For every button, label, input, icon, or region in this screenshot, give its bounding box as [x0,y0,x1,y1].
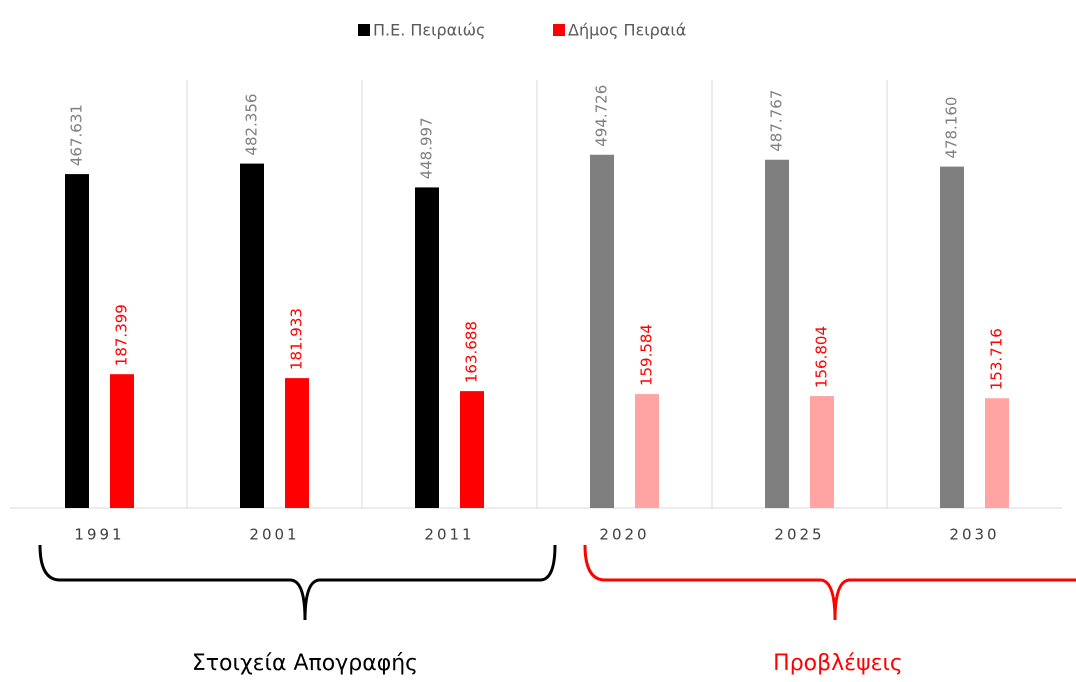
bar [940,166,964,509]
value-label: 187.399 [113,304,131,366]
value-label: 482.356 [243,94,261,156]
x-tick-label: 2025 [774,526,824,544]
annotation: Στοιχεία Απογραφής [192,651,418,676]
x-tick-label: 2001 [249,526,299,544]
value-label: 467.631 [68,104,86,166]
bar [635,394,659,508]
bar [110,374,134,508]
legend-swatch [553,24,565,36]
legend-label: Δήμος Πειραιά [568,21,686,40]
census-brace [38,544,557,621]
bar [765,159,789,508]
bar [240,163,264,508]
legend-swatch [358,24,370,36]
x-tick-label: 2020 [599,526,649,544]
x-tick-label: 1991 [74,526,124,544]
bar [415,187,439,508]
forecast-brace [583,544,1076,621]
x-tick-label: 2030 [949,526,999,544]
bar [985,398,1009,508]
bar [810,396,834,508]
value-label: 181.933 [288,308,306,370]
bar [590,154,614,509]
value-label: 448.997 [418,117,436,179]
value-label: 159.584 [638,324,656,386]
value-label: 478.160 [943,97,961,159]
bar [285,378,309,508]
bar [460,391,484,508]
value-label: 153.716 [988,328,1006,390]
value-label: 494.726 [593,85,611,147]
x-tick-label: 2011 [424,526,474,544]
value-label: 487.767 [768,90,786,152]
value-label: 156.804 [813,326,831,388]
annotation: Προβλέψεις [773,651,903,676]
legend-label: Π.Ε. Πειραιώς [373,21,485,40]
value-label: 163.688 [463,321,481,383]
bar [65,174,89,509]
